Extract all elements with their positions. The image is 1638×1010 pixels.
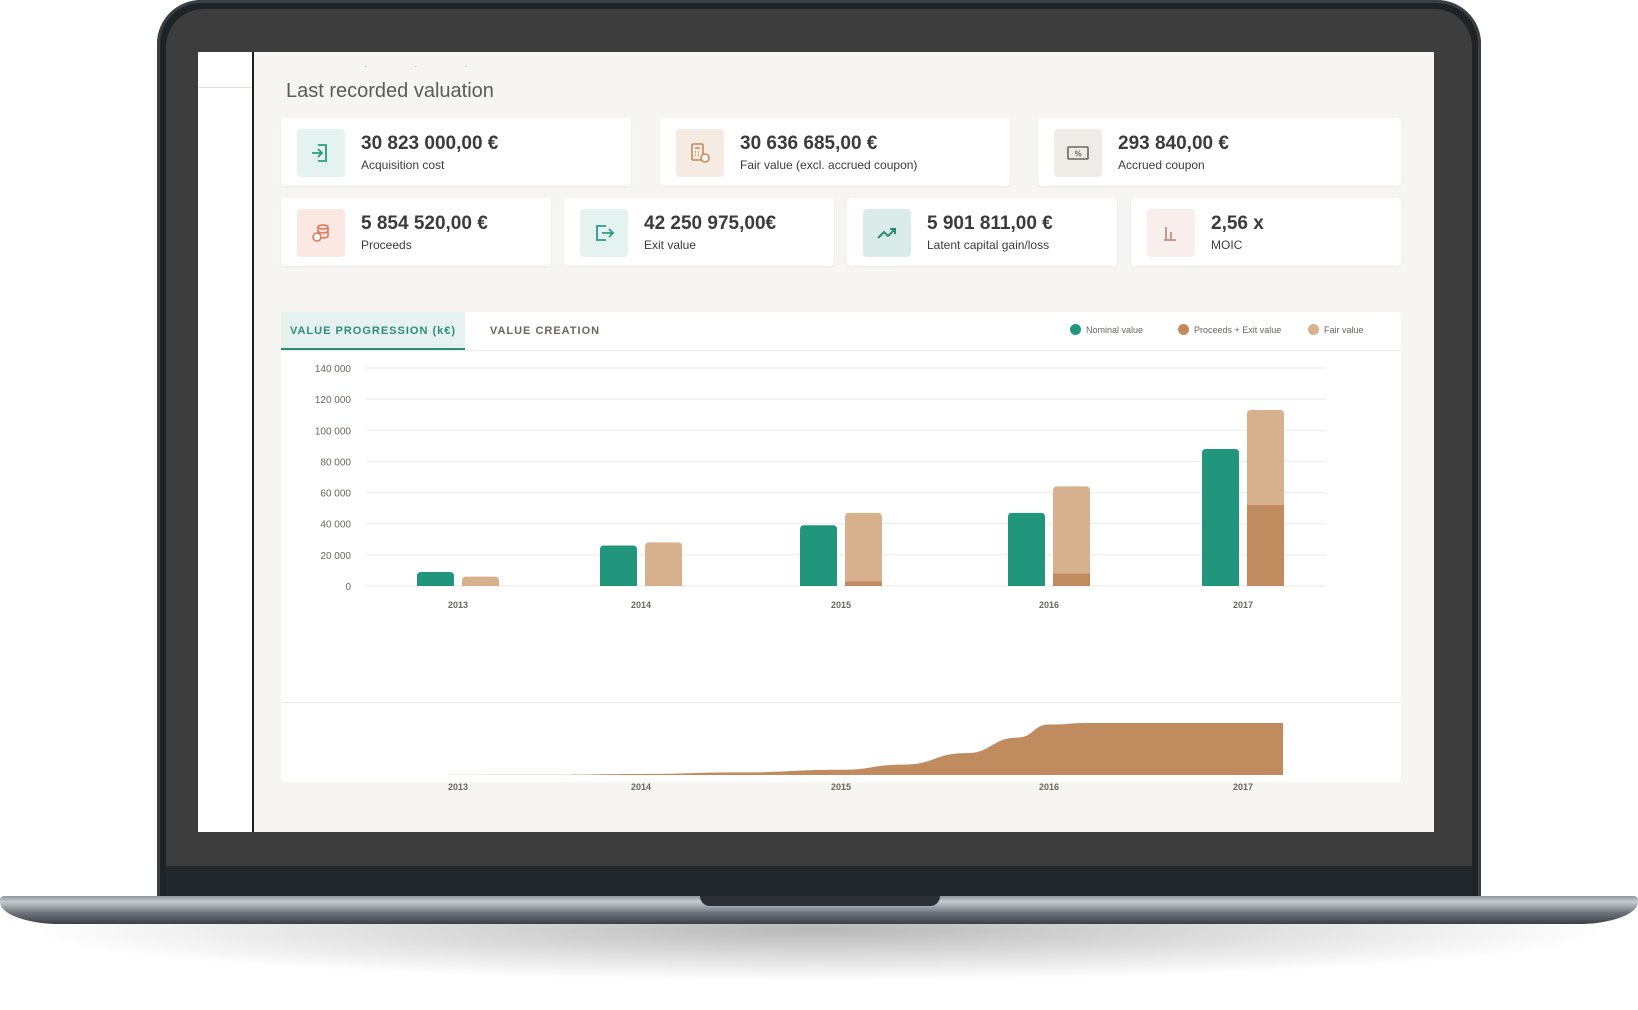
coins-stack-icon bbox=[309, 221, 333, 245]
legend-label: Nominal value bbox=[1086, 325, 1144, 335]
area-chart: 2013 2014 2015 2016 2017 bbox=[403, 723, 1283, 792]
bar-proceeds-exit-value bbox=[845, 581, 882, 586]
x-tick-label: 2014 bbox=[631, 600, 651, 610]
kpi-value: 30 823 000,00 € bbox=[361, 133, 499, 154]
x-tick-label: 2015 bbox=[831, 782, 851, 792]
kpi-icon-tile bbox=[297, 209, 345, 257]
x-tick-label: 2017 bbox=[1233, 600, 1253, 610]
coupon-ticket-icon: % bbox=[1066, 141, 1090, 165]
kpi-card-exit-value: 42 250 975,00€ Exit value bbox=[564, 198, 834, 266]
kpi-icon-tile bbox=[580, 209, 628, 257]
kpi-label: Exit value bbox=[644, 238, 697, 252]
sidebar bbox=[198, 52, 254, 832]
y-tick-label: 100 000 bbox=[315, 426, 352, 437]
y-tick-label: 80 000 bbox=[320, 457, 351, 468]
breadcrumb: · · · bbox=[364, 61, 490, 72]
bar-fair-value bbox=[1053, 486, 1090, 574]
x-tick-label: 2014 bbox=[631, 782, 651, 792]
tab-value-progression[interactable]: VALUE PROGRESSION (k€) bbox=[281, 312, 465, 350]
calculator-coin-icon bbox=[688, 141, 712, 165]
bar-proceeds-exit-value bbox=[1053, 573, 1090, 586]
bar-nominal-value bbox=[800, 525, 837, 586]
kpi-value: 42 250 975,00€ bbox=[644, 213, 777, 234]
x-tick-label: 2016 bbox=[1039, 782, 1059, 792]
sidebar-divider bbox=[198, 87, 252, 88]
kpi-card-latent-gain: 5 901 811,00 € Latent capital gain/loss bbox=[847, 198, 1117, 266]
y-tick-label: 60 000 bbox=[320, 489, 351, 500]
kpi-card-moic: 2,56 x MOIC bbox=[1131, 198, 1401, 266]
kpi-label: Accrued coupon bbox=[1118, 158, 1205, 172]
kpi-value: 2,56 x bbox=[1211, 213, 1264, 234]
laptop-notch bbox=[700, 896, 940, 906]
kpi-card-accrued-coupon: % 293 840,00 € Accrued coupon bbox=[1038, 118, 1401, 186]
kpi-value: 5 854 520,00 € bbox=[361, 213, 488, 234]
kpi-label: Proceeds bbox=[361, 238, 412, 252]
legend-item-nominal[interactable]: Nominal value bbox=[1070, 324, 1143, 335]
kpi-icon-tile: % bbox=[1054, 129, 1102, 177]
kpi-label: Latent capital gain/loss bbox=[927, 238, 1050, 252]
bar-fair-value bbox=[645, 542, 682, 586]
bar-chart-icon bbox=[1159, 221, 1183, 245]
bar-fair-value bbox=[845, 512, 882, 582]
exit-arrow-icon bbox=[592, 221, 616, 245]
bar-fair-value bbox=[462, 576, 499, 586]
legend-dot-fair bbox=[1308, 324, 1319, 335]
app-screen: · · · Last recorded valuation 30 823 000… bbox=[198, 52, 1434, 832]
kpi-card-acquisition-cost: 30 823 000,00 € Acquisition cost bbox=[281, 118, 631, 186]
chart-card: VALUE PROGRESSION (k€) VALUE CREATION No… bbox=[281, 312, 1401, 792]
kpi-value: 5 901 811,00 € bbox=[927, 213, 1053, 234]
x-tick-label: 2017 bbox=[1233, 782, 1253, 792]
svg-text:%: % bbox=[1074, 150, 1081, 159]
legend-label: Fair value bbox=[1324, 325, 1364, 335]
area-series bbox=[403, 723, 1283, 775]
bar-nominal-value bbox=[600, 545, 637, 586]
kpi-icon-tile bbox=[676, 129, 724, 177]
kpi-icon-tile bbox=[863, 209, 911, 257]
chart-divider bbox=[281, 702, 1401, 703]
kpi-card-proceeds: 5 854 520,00 € Proceeds bbox=[281, 198, 551, 266]
kpi-card-fair-value: 30 636 685,00 € Fair value (excl. accrue… bbox=[660, 118, 1010, 186]
bar-nominal-value bbox=[417, 571, 454, 586]
legend-item-fair[interactable]: Fair value bbox=[1308, 324, 1364, 335]
bar-nominal-value bbox=[1202, 448, 1239, 586]
bar-proceeds-exit-value bbox=[1247, 505, 1284, 586]
kpi-label: Fair value (excl. accrued coupon) bbox=[740, 158, 918, 172]
x-tick-label: 2015 bbox=[831, 600, 851, 610]
bar-fair-value bbox=[1247, 410, 1284, 506]
bar-nominal-value bbox=[1008, 512, 1045, 586]
kpi-value: 30 636 685,00 € bbox=[740, 133, 878, 154]
chart-tabs: VALUE PROGRESSION (k€) VALUE CREATION No… bbox=[281, 312, 1401, 351]
legend-item-proceeds-exit[interactable]: Proceeds + Exit value bbox=[1178, 324, 1281, 335]
legend-dot-nominal bbox=[1070, 324, 1081, 335]
kpi-label: Acquisition cost bbox=[361, 158, 445, 172]
y-tick-label: 20 000 bbox=[320, 551, 351, 562]
login-arrow-icon bbox=[309, 141, 333, 165]
y-tick-label: 140 000 bbox=[315, 364, 352, 375]
legend-label: Proceeds + Exit value bbox=[1194, 325, 1282, 335]
x-tick-label: 2016 bbox=[1039, 600, 1059, 610]
kpi-value: 293 840,00 € bbox=[1118, 133, 1229, 154]
x-tick-label: 2013 bbox=[448, 600, 468, 610]
x-tick-label: 2013 bbox=[448, 782, 468, 792]
kpi-icon-tile bbox=[1147, 209, 1195, 257]
y-tick-label: 0 bbox=[345, 582, 351, 593]
kpi-icon-tile bbox=[297, 129, 345, 177]
screen-chin bbox=[166, 866, 1472, 896]
y-tick-label: 40 000 bbox=[320, 520, 351, 531]
kpi-label: MOIC bbox=[1211, 238, 1243, 252]
y-tick-label: 120 000 bbox=[315, 395, 352, 406]
bar-chart: 0 20 000 40 000 60 000 80 000 100 000 120 000 1… bbox=[315, 364, 1326, 610]
section-title: Last recorded valuation bbox=[286, 80, 494, 102]
legend-dot-proceeds-exit bbox=[1178, 324, 1189, 335]
tab-value-creation[interactable]: VALUE CREATION bbox=[489, 325, 601, 337]
trend-up-icon bbox=[875, 221, 899, 245]
